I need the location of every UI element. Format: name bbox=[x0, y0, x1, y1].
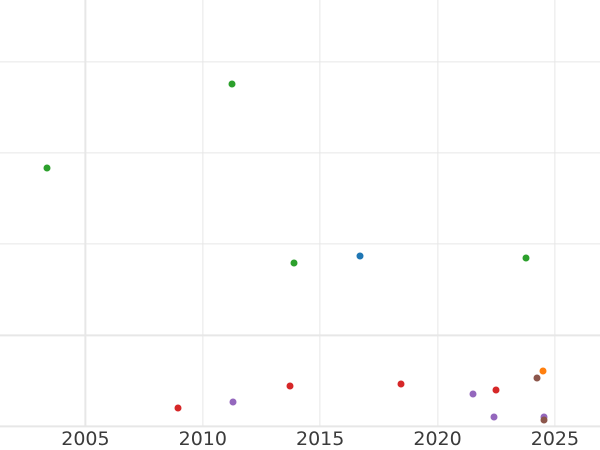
scatter-point-red bbox=[174, 404, 182, 412]
scatter-point-red bbox=[286, 382, 294, 390]
gridline-y-4 bbox=[0, 61, 600, 63]
gridline-y-3 bbox=[0, 152, 600, 154]
gridline-x-2015 bbox=[319, 0, 321, 428]
scatter-point-blue bbox=[356, 252, 364, 260]
gridline-x-2025 bbox=[554, 0, 556, 428]
scatter-point-purple bbox=[229, 398, 237, 406]
scatter-point-purple bbox=[490, 413, 498, 421]
x-tick-label-2010: 2010 bbox=[178, 428, 227, 450]
gridline-x-2010 bbox=[202, 0, 204, 428]
scatter-point-brown bbox=[533, 374, 541, 382]
gridline-x-2005 bbox=[84, 0, 87, 428]
gridline-x-2020 bbox=[436, 0, 439, 428]
scatter-point-green bbox=[43, 164, 51, 172]
x-tick-label-2015: 2015 bbox=[296, 428, 345, 450]
scatter-point-green bbox=[290, 259, 298, 267]
scatter-point-green bbox=[228, 80, 236, 88]
x-tick-label-2005: 2005 bbox=[61, 428, 110, 450]
gridline-y-0 bbox=[0, 425, 600, 427]
scatter-point-red bbox=[397, 380, 405, 387]
scatter-point-purple bbox=[469, 390, 477, 398]
x-tick-label-2025: 2025 bbox=[530, 428, 580, 450]
x-tick-label-2020: 2020 bbox=[413, 428, 462, 450]
scatter-point-green bbox=[522, 254, 530, 262]
gridline-y-1 bbox=[0, 334, 600, 336]
scatter-point-brown bbox=[540, 416, 548, 424]
scatter-point-orange bbox=[539, 367, 547, 375]
gridline-y-2 bbox=[0, 243, 600, 245]
scatter-point-red bbox=[492, 386, 500, 394]
